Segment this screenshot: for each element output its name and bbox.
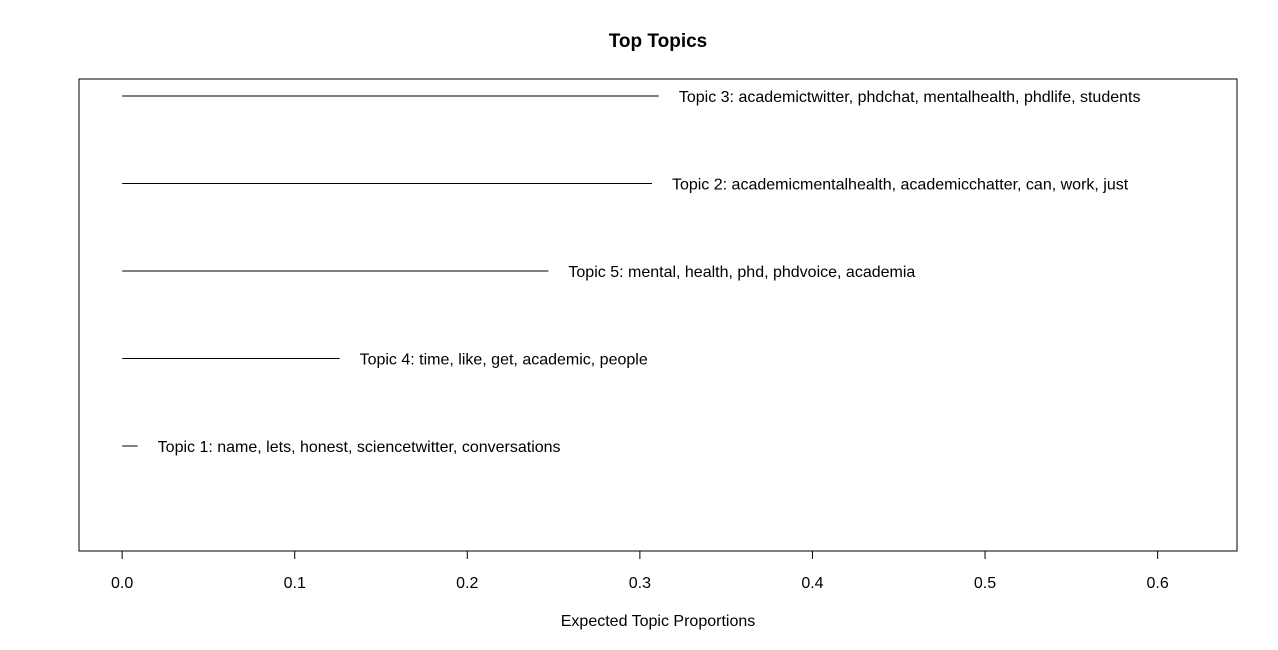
- x-tick-label: 0.6: [1146, 575, 1168, 592]
- x-tick-label: 0.1: [284, 575, 306, 592]
- x-tick-label: 0.0: [111, 575, 133, 592]
- plot-frame: [78, 78, 1238, 552]
- topic-label: Topic 5: mental, health, phd, phdvoice, …: [568, 264, 915, 281]
- x-tick-label: 0.2: [456, 575, 478, 592]
- topic-label: Topic 3: academictwitter, phdchat, menta…: [679, 89, 1141, 106]
- bar-group: Topic 3: academictwitter, phdchat, menta…: [122, 89, 1140, 456]
- x-tick-label: 0.5: [974, 575, 996, 592]
- topic-label: Topic 1: name, lets, honest, sciencetwit…: [158, 439, 561, 456]
- x-axis: 0.0 0.1 0.2 0.3 0.4 0.5 0.6: [111, 550, 1169, 592]
- x-tick-label: 0.4: [801, 575, 823, 592]
- x-tick-label: 0.3: [629, 575, 651, 592]
- topic-label: Topic 4: time, like, get, academic, peop…: [360, 352, 648, 369]
- chart-title: Top Topics: [609, 31, 708, 52]
- topic-label: Topic 2: academicmentalhealth, academicc…: [672, 177, 1129, 194]
- x-axis-title: Expected Topic Proportions: [561, 613, 755, 630]
